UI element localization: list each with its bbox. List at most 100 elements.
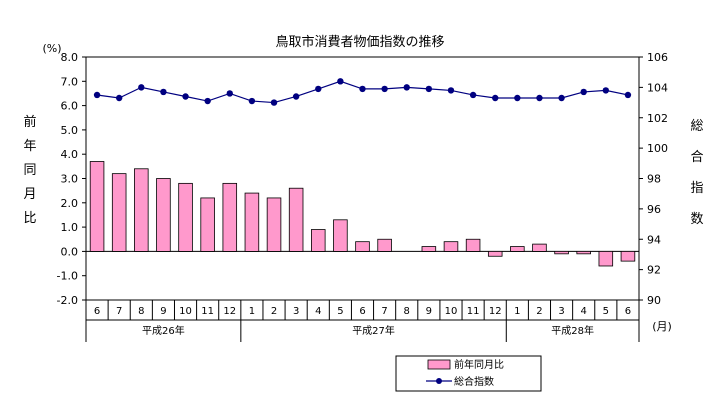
legend-frame xyxy=(395,355,542,392)
left-tick-label: 7.0 xyxy=(61,75,79,88)
left-tick-label: -2.0 xyxy=(57,294,78,307)
bar xyxy=(156,178,171,252)
x-tick-label: 4 xyxy=(315,306,321,317)
bar xyxy=(510,246,525,252)
index-point xyxy=(425,85,433,93)
bar xyxy=(532,243,547,252)
index-point xyxy=(315,85,322,93)
x-tick-label: 7 xyxy=(116,306,122,317)
right-tick-label: 96 xyxy=(647,203,661,216)
left-tick-label: 5.0 xyxy=(61,124,79,137)
right-axis-label-char: 数 xyxy=(690,212,703,227)
bar xyxy=(598,250,614,267)
right-tick-label: 98 xyxy=(647,173,661,186)
bar xyxy=(266,197,282,252)
left-tick-label: 8.0 xyxy=(61,51,79,64)
x-tick-label: 5 xyxy=(603,306,609,317)
index-point xyxy=(226,90,233,97)
x-tick-label: 8 xyxy=(404,306,410,317)
x-tick-label: 5 xyxy=(337,306,343,317)
x-axis-unit: (月) xyxy=(652,320,672,333)
left-axis-label: 前年同月比 xyxy=(23,114,36,226)
bar xyxy=(377,238,392,252)
x-tick-label: 10 xyxy=(445,306,458,317)
index-point xyxy=(580,88,587,96)
index-point xyxy=(337,78,344,85)
bar xyxy=(576,250,591,255)
bar xyxy=(178,182,193,252)
year-label: 平成28年 xyxy=(551,324,594,337)
index-point xyxy=(204,97,211,105)
bar xyxy=(620,250,636,262)
bar xyxy=(288,187,304,252)
index-point xyxy=(138,84,145,91)
legend-line-label: 総合指数 xyxy=(454,375,494,388)
bar xyxy=(487,250,503,257)
bar xyxy=(443,241,459,252)
index-point xyxy=(359,85,366,93)
bar xyxy=(111,173,127,252)
left-tick-label: 2.0 xyxy=(61,197,79,210)
left-tick-label: 6.0 xyxy=(61,100,79,113)
bar xyxy=(200,197,215,252)
x-tick-label: 1 xyxy=(514,306,520,317)
legend: 前年同月比 総合指数 xyxy=(395,355,542,392)
left-tick-label: 1.0 xyxy=(61,221,79,234)
bar xyxy=(554,250,569,255)
bar-series xyxy=(89,161,636,267)
x-tick-label: 11 xyxy=(201,306,214,317)
x-tick-label: 2 xyxy=(536,306,542,317)
right-tick-label: 106 xyxy=(647,51,668,64)
right-axis-label-char: 総 xyxy=(690,119,703,134)
right-tick-label: 100 xyxy=(647,142,668,155)
index-point xyxy=(536,94,543,102)
left-axis-label-char: 月 xyxy=(23,187,36,202)
tick-labels: -2.0 -1.0 0.0 1.0 2.0 3.0 4.0 5.0 6.0 7.0 8.0 90 92 9… xyxy=(57,51,668,307)
x-tick-label: 12 xyxy=(223,306,236,317)
chart-title: 鳥取市消費者物価指数の推移 xyxy=(275,34,444,50)
index-point xyxy=(115,94,123,102)
right-axis-label: 総合指数 xyxy=(690,119,703,227)
index-point xyxy=(624,91,632,99)
right-tick-label: 90 xyxy=(647,294,661,307)
x-tick-label: 6 xyxy=(625,306,631,317)
index-point xyxy=(160,88,167,96)
x-tick-label: 9 xyxy=(426,306,432,317)
line-series xyxy=(93,78,632,106)
year-label: 平成26年 xyxy=(142,324,185,337)
left-axis-label-char: 前 xyxy=(23,114,36,130)
bar xyxy=(89,161,105,252)
x-tick-label: 10 xyxy=(179,306,192,317)
index-point xyxy=(558,94,565,102)
x-tick-label: 4 xyxy=(581,306,587,317)
index-point xyxy=(514,94,521,102)
legend-line-marker xyxy=(436,378,442,384)
right-tick-label: 94 xyxy=(647,233,661,246)
plot-axes xyxy=(82,56,643,342)
left-axis-label-char: 同 xyxy=(23,163,36,178)
index-point xyxy=(292,93,300,100)
index-point xyxy=(381,85,388,93)
right-axis-label-char: 合 xyxy=(690,150,703,165)
bar xyxy=(421,246,437,252)
right-tick-label: 92 xyxy=(647,264,661,277)
left-tick-label: 3.0 xyxy=(61,173,79,186)
right-tick-label: 104 xyxy=(647,81,668,94)
left-tick-label: -1.0 xyxy=(57,270,78,283)
index-point xyxy=(248,97,256,105)
x-tick-label: 6 xyxy=(94,306,100,317)
x-tick-label: 3 xyxy=(293,306,299,317)
right-axis-label-char: 指 xyxy=(690,181,703,196)
index-point xyxy=(602,87,610,94)
x-tick-label: 3 xyxy=(558,306,564,317)
x-tick-label: 9 xyxy=(160,306,166,317)
bar xyxy=(355,241,370,252)
right-tick-label: 102 xyxy=(647,112,668,125)
left-axis-unit: (%) xyxy=(42,42,61,55)
x-tick-label: 7 xyxy=(381,306,387,317)
x-tick-label: 2 xyxy=(271,306,277,317)
index-point xyxy=(93,91,101,99)
x-tick-label: 12 xyxy=(489,306,502,317)
